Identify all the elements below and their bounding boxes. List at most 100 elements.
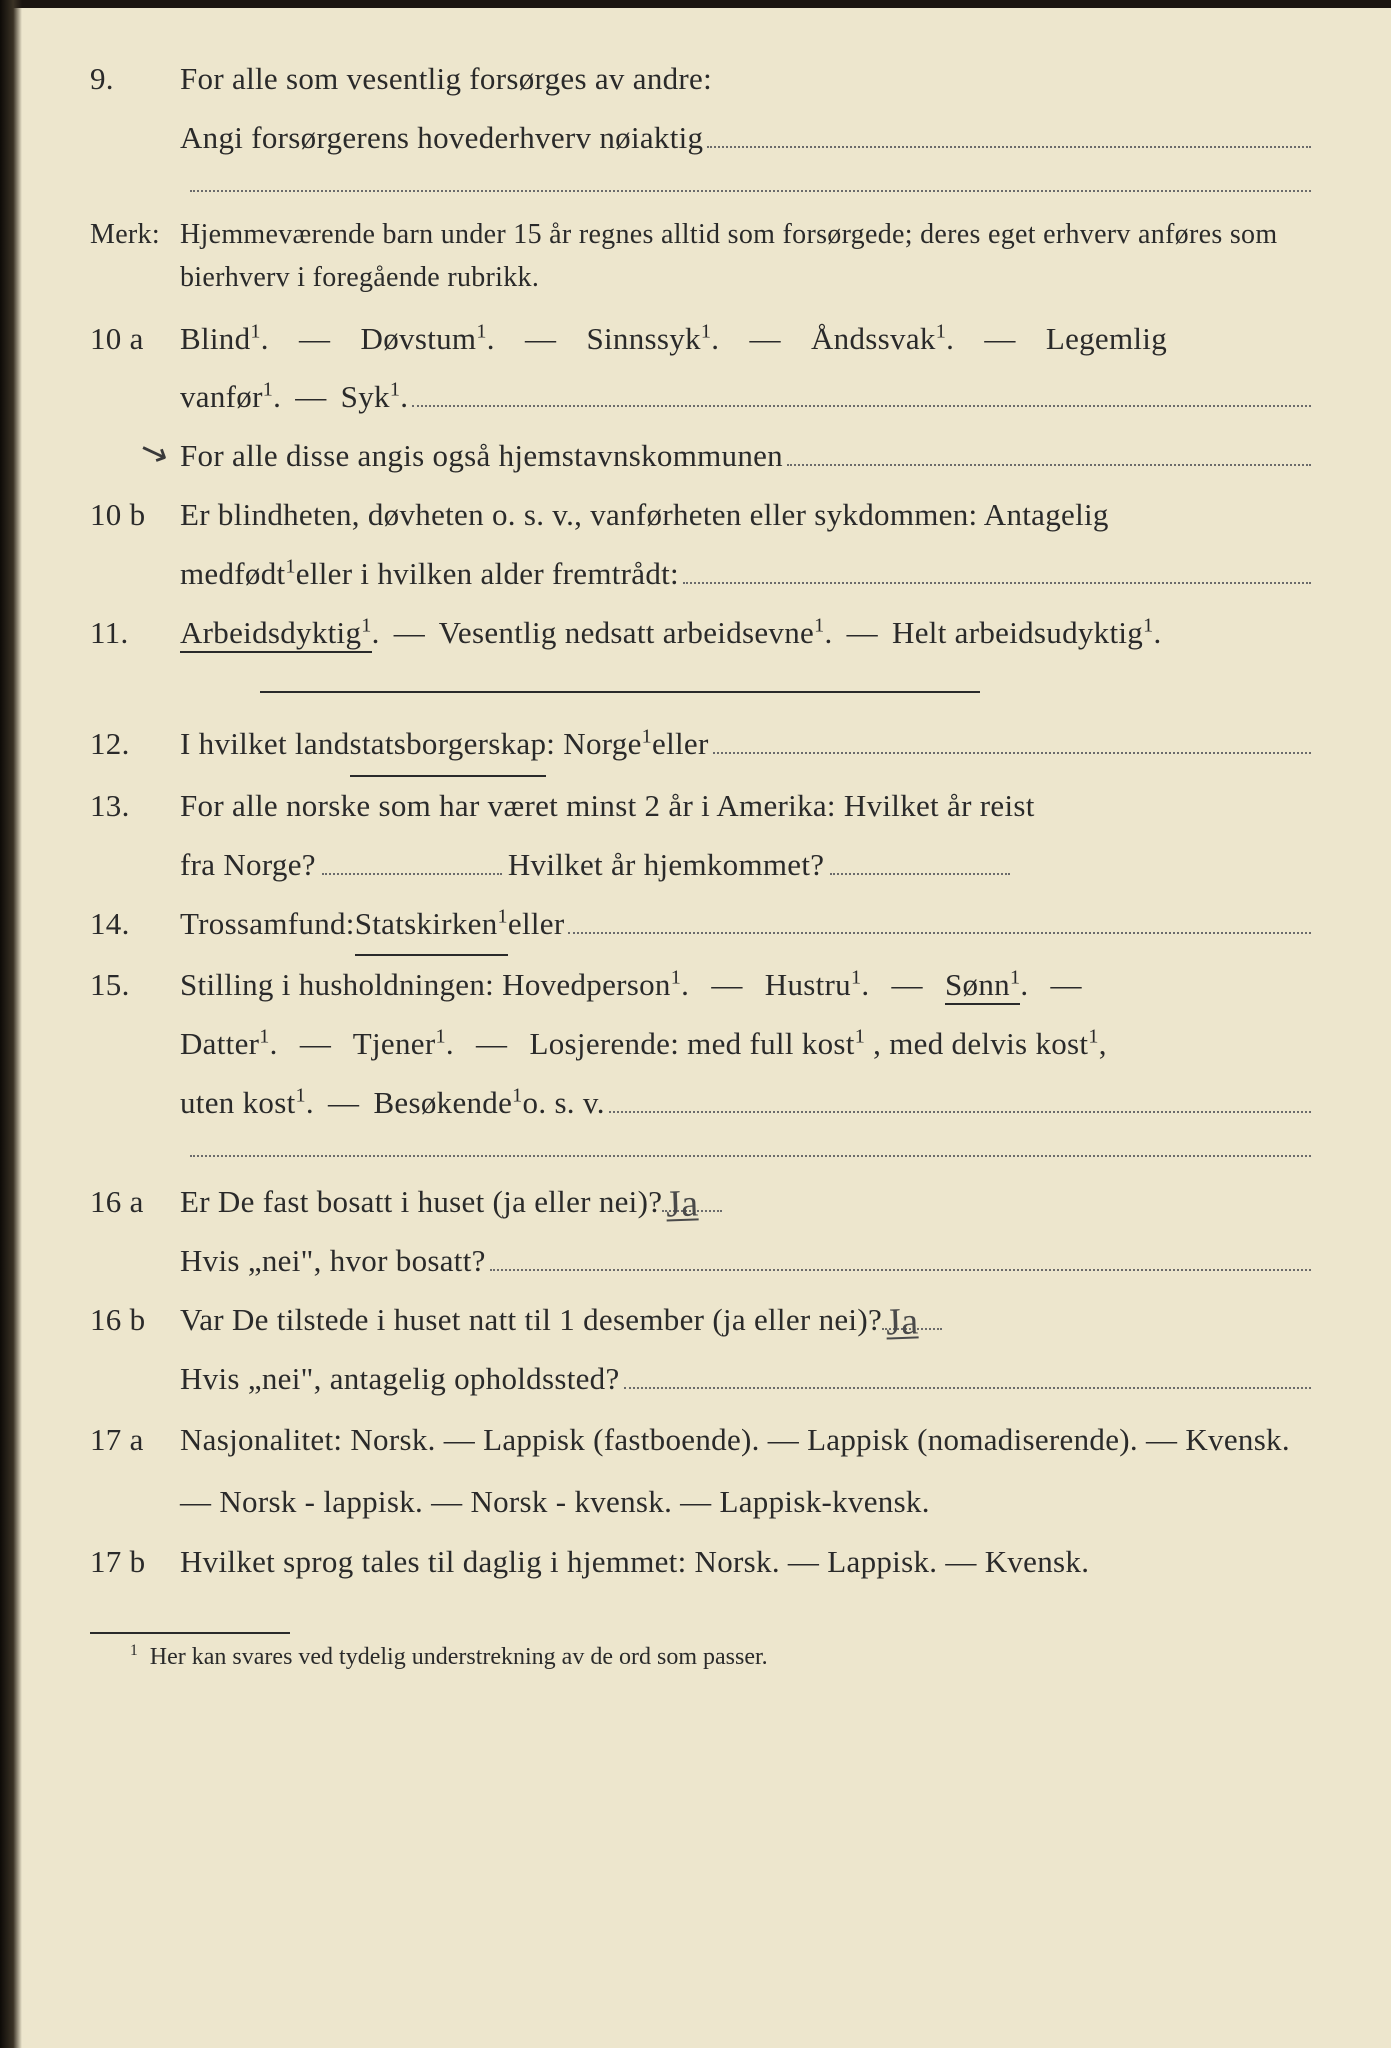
question-11: 11. Arbeidsdyktig1. — Vesentlig nedsatt …	[80, 604, 1311, 663]
q9-provider-label: Angi forsørgerens hovederhverv nøiaktig	[180, 109, 703, 168]
q13-year-left-field[interactable]	[322, 847, 502, 875]
q14-statskirken: Statskirken1	[355, 895, 508, 957]
q11-udyktig: Helt arbeidsudyktig1.	[892, 615, 1162, 650]
q10a-blank-field[interactable]	[412, 405, 1311, 407]
q12-prefix: I hvilket land	[180, 715, 350, 774]
q16a-bosatt-field[interactable]	[490, 1269, 1311, 1271]
q10b-medfodt: medfødt1	[180, 545, 296, 604]
q10a-andssvak: Åndssvak1.	[811, 321, 954, 356]
q17a-number: 17 a	[80, 1411, 180, 1470]
q11-arbeidsdyktig: Arbeidsdyktig1	[180, 615, 372, 653]
question-13: 13. For alle norske som har været minst …	[80, 777, 1311, 836]
question-17b: 17 b Hvilket sprog tales til daglig i hj…	[80, 1533, 1311, 1592]
question-16a-line2: Hvis „nei", hvor bosatt?	[80, 1232, 1311, 1291]
question-16a: 16 a Er De fast bosatt i huset (ja eller…	[80, 1173, 1311, 1232]
q15-losjerende-delvis: , med delvis kost1,	[873, 1026, 1107, 1061]
q14-eller: eller	[508, 895, 565, 954]
question-10b: 10 b Er blindheten, døvheten o. s. v., v…	[80, 486, 1311, 545]
q15-datter: Datter1.	[180, 1026, 278, 1061]
q10b-alder-label: eller i hvilken alder fremtrådt:	[296, 545, 679, 604]
q12-eller: eller	[652, 715, 709, 774]
question-10b-line2: medfødt1 eller i hvilken alder fremtrådt…	[80, 545, 1311, 604]
q15-other-field[interactable]	[609, 1111, 1311, 1113]
footnote-marker: 1	[130, 1642, 138, 1659]
q10a-vanfor: vanfør1.	[180, 368, 281, 427]
q10b-line1: Er blindheten, døvheten o. s. v., vanfør…	[180, 486, 1311, 545]
question-15-line3: uten kost1. — Besøkende1 o. s. v.	[80, 1074, 1311, 1133]
q13-hjemkommet: Hvilket år hjemkommet?	[508, 836, 825, 895]
q11-number: 11.	[80, 604, 180, 663]
q16a-number: 16 a	[80, 1173, 180, 1232]
q16b-answer-handwritten: Ja	[886, 1306, 919, 1339]
q17b-text: Hvilket sprog tales til daglig i hjemmet…	[180, 1533, 1311, 1592]
q16b-label: Var De tilstede i huset natt til 1 desem…	[180, 1291, 882, 1350]
q13-line1: For alle norske som har været minst 2 år…	[180, 777, 1311, 836]
question-14: 14. Trossamfund: Statskirken1 eller	[80, 895, 1311, 957]
q10a-dovstum: Døvstum1.	[361, 321, 495, 356]
section-rule	[260, 691, 980, 693]
question-10a-line3: ↘ For alle disse angis også hjemstavnsko…	[80, 427, 1311, 486]
footnote-rule	[90, 1632, 290, 1634]
q17a-text: Nasjonalitet: Norsk. — Lappisk (fastboen…	[180, 1409, 1311, 1533]
question-9: 9. For alle som vesentlig forsørges av a…	[80, 50, 1311, 109]
q14-number: 14.	[80, 895, 180, 954]
q12-statsborgerskap: statsborgerskap	[350, 715, 547, 777]
q10a-blind: Blind1.	[180, 321, 269, 356]
q15-number: 15.	[80, 956, 180, 1015]
footnote-text: Her kan svares ved tydelig understreknin…	[150, 1644, 768, 1670]
divider	[190, 1155, 1311, 1157]
q15-tjener: Tjener1.	[353, 1026, 454, 1061]
question-9-line2: Angi forsørgerens hovederhverv nøiaktig	[80, 109, 1311, 168]
q10a-syk: Syk1.	[341, 368, 409, 427]
q15-sonn: Sønn1	[945, 967, 1020, 1005]
q10b-number: 10 b	[80, 486, 180, 545]
q13-number: 13.	[80, 777, 180, 836]
q11-nedsatt: Vesentlig nedsatt arbeidsevne1.	[439, 615, 833, 650]
q10a-hjemstavn-label: For alle disse angis også hjemstavnskomm…	[180, 427, 783, 486]
question-16b-line2: Hvis „nei", antagelig opholdssted?	[80, 1350, 1311, 1409]
q17b-number: 17 b	[80, 1533, 180, 1592]
question-12: 12. I hvilket land statsborgerskap : Nor…	[80, 715, 1311, 777]
q9-provider-field[interactable]	[707, 146, 1311, 148]
q16b-opholdssted-field[interactable]	[624, 1387, 1311, 1389]
q10b-alder-field[interactable]	[683, 582, 1311, 584]
q16b-number: 16 b	[80, 1291, 180, 1350]
merk-label: Merk:	[80, 208, 180, 261]
q14-religion-field[interactable]	[568, 932, 1311, 934]
q15-losjerende-full: Losjerende: med full kost1	[530, 1026, 866, 1061]
q12-country-field[interactable]	[713, 752, 1311, 754]
q10a-hjemstavn-field[interactable]	[787, 464, 1311, 466]
footnote: 1 Her kan svares ved tydelig understrekn…	[80, 1642, 1311, 1671]
q13-year-return-field[interactable]	[830, 847, 1010, 875]
note-merk: Merk: Hjemmeværende barn under 15 år reg…	[80, 208, 1311, 300]
q16a-label: Er De fast bosatt i huset (ja eller nei)…	[180, 1173, 662, 1232]
q16a-answer-handwritten: Ja	[666, 1189, 699, 1222]
question-15-line2: Datter1. — Tjener1. — Losjerende: med fu…	[80, 1015, 1311, 1074]
question-15: 15. Stilling i husholdningen: Hovedperso…	[80, 956, 1311, 1015]
q15-osv: o. s. v.	[523, 1074, 605, 1133]
q15-besokende: Besøkende1	[373, 1074, 522, 1133]
question-10a: 10 a Blind1. — Døvstum1. — Sinnssyk1. — …	[80, 310, 1311, 369]
question-13-line2: fra Norge? Hvilket år hjemkommet?	[80, 836, 1311, 895]
q10a-number: 10 a	[80, 310, 180, 369]
question-16b: 16 b Var De tilstede i huset natt til 1 …	[80, 1291, 1311, 1350]
census-form-page: 9. For alle som vesentlig forsørges av a…	[80, 50, 1311, 1671]
question-17a: 17 a Nasjonalitet: Norsk. — Lappisk (fas…	[80, 1409, 1311, 1533]
q16a-hvis-nei: Hvis „nei", hvor bosatt?	[180, 1232, 486, 1291]
q10a-sinnssyk: Sinnssyk1.	[586, 321, 719, 356]
q15-hustru: Hustru1.	[765, 967, 870, 1002]
q10a-legemlig: Legemlig	[1046, 321, 1167, 356]
q16b-hvis-nei: Hvis „nei", antagelig opholdssted?	[180, 1350, 620, 1409]
q15-uten-kost: uten kost1.	[180, 1074, 314, 1133]
q12-norge: : Norge1	[546, 715, 652, 774]
q15-hovedperson: Stilling i husholdningen: Hovedperson1.	[180, 967, 689, 1002]
divider	[190, 190, 1311, 192]
handwritten-mark-icon: ↘	[130, 418, 179, 489]
merk-text: Hjemmeværende barn under 15 år regnes al…	[180, 213, 1311, 300]
q14-prefix: Trossamfund:	[180, 895, 355, 954]
q13-fra-norge: fra Norge?	[180, 836, 316, 895]
q9-number: 9.	[80, 50, 180, 109]
question-10a-line2: vanfør1. — Syk1.	[80, 368, 1311, 427]
q12-number: 12.	[80, 715, 180, 774]
q9-line1: For alle som vesentlig forsørges av andr…	[180, 50, 1311, 109]
